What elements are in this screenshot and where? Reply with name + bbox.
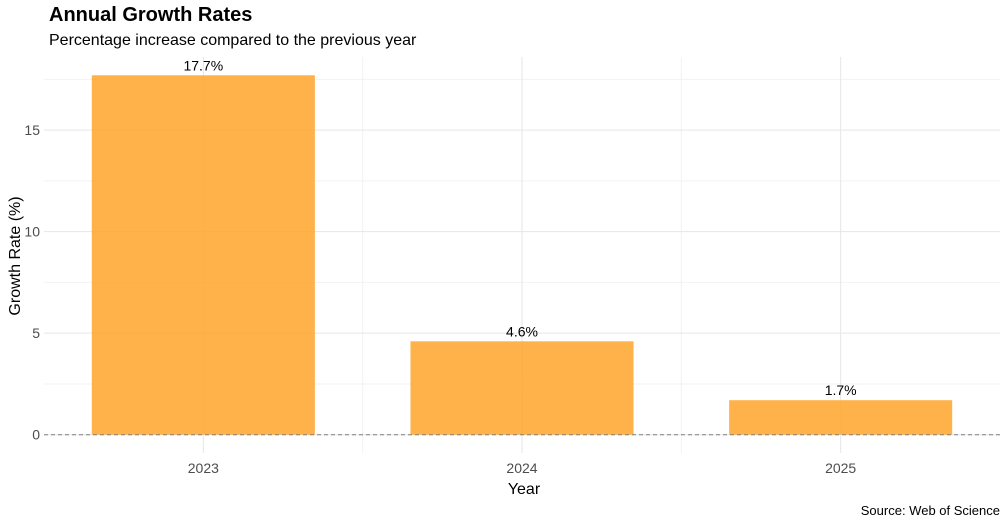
y-axis-tick-labels: 0 5 10 15 bbox=[24, 122, 40, 443]
x-axis-title: Year bbox=[508, 481, 541, 498]
y-tick-label: 10 bbox=[24, 224, 40, 240]
value-label: 17.7% bbox=[183, 57, 223, 73]
source-caption: Source: Web of Science bbox=[860, 503, 1000, 518]
value-labels: 17.7% 4.6% 1.7% bbox=[183, 57, 856, 398]
y-tick-label: 5 bbox=[32, 325, 40, 341]
y-tick-label: 15 bbox=[24, 122, 40, 138]
x-tick-label: 2023 bbox=[188, 460, 219, 476]
bars bbox=[91, 75, 953, 435]
y-tick-label: 0 bbox=[32, 427, 40, 443]
x-tick-label: 2024 bbox=[506, 460, 537, 476]
value-label: 1.7% bbox=[825, 382, 857, 398]
chart-subtitle: Percentage increase compared to the prev… bbox=[49, 32, 417, 49]
bar-2023 bbox=[91, 75, 315, 435]
value-label: 4.6% bbox=[506, 323, 538, 339]
x-axis-tick-labels: 2023 2024 2025 bbox=[188, 460, 857, 476]
x-tick-label: 2025 bbox=[825, 460, 856, 476]
chart-title: Annual Growth Rates bbox=[49, 4, 253, 26]
y-axis-title: Growth Rate (%) bbox=[7, 196, 24, 315]
bar-2024 bbox=[410, 341, 634, 435]
bar-2025 bbox=[729, 400, 953, 435]
